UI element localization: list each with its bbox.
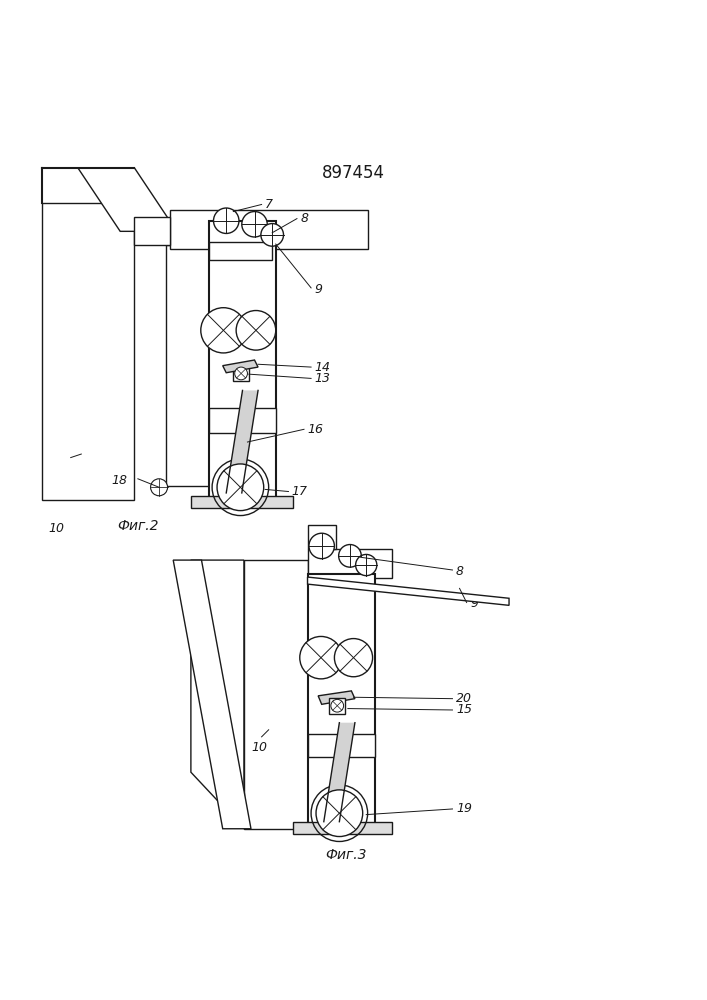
Bar [191,496,293,508]
Circle shape [201,308,246,353]
Bar [308,525,336,549]
Bar [244,560,308,829]
Bar [308,734,375,757]
Bar [233,366,249,381]
Text: 897454: 897454 [322,164,385,182]
Polygon shape [173,560,251,829]
Circle shape [334,639,373,677]
Bar [209,408,276,433]
Bar [308,549,392,578]
Polygon shape [226,390,258,493]
Circle shape [356,554,377,576]
Bar [166,245,233,486]
Bar [42,203,134,500]
Text: 15: 15 [456,703,472,716]
Text: 18: 18 [112,474,128,487]
Text: 7: 7 [265,198,273,211]
Circle shape [309,533,334,559]
Bar [42,203,134,500]
Circle shape [261,224,284,246]
Circle shape [236,311,276,350]
Text: Фиг.2: Фиг.2 [117,519,158,533]
Bar [244,560,308,829]
Text: 10: 10 [251,741,267,754]
Circle shape [300,636,342,679]
Text: 8: 8 [456,565,464,578]
Bar [170,210,368,249]
Text: 20: 20 [456,692,472,705]
Circle shape [242,212,267,237]
Bar [209,221,276,504]
Polygon shape [191,560,244,829]
Circle shape [214,208,239,233]
Bar [209,408,276,433]
Circle shape [316,790,363,837]
Bar [308,734,375,757]
Polygon shape [78,168,177,231]
Bar [134,217,170,245]
Circle shape [235,367,247,380]
Text: 8: 8 [300,212,308,225]
Text: 19: 19 [456,802,472,815]
Text: 9: 9 [470,597,478,610]
Bar [308,574,375,829]
Polygon shape [308,577,509,605]
Text: 9: 9 [315,283,322,296]
Bar [308,549,392,578]
Circle shape [151,479,168,496]
Bar [293,822,392,834]
Circle shape [339,545,361,567]
Circle shape [217,464,264,511]
Text: 10: 10 [48,522,64,535]
Bar [170,210,368,249]
Polygon shape [318,691,355,704]
Bar [166,245,233,486]
Text: 16: 16 [308,423,324,436]
Text: 13: 13 [315,372,331,385]
Circle shape [331,699,344,712]
Bar [329,698,345,714]
Polygon shape [223,360,258,373]
Text: 17: 17 [291,485,308,498]
Bar [209,242,272,260]
Text: Фиг.3: Фиг.3 [326,848,367,862]
Polygon shape [324,723,355,822]
Text: 14: 14 [315,361,331,374]
